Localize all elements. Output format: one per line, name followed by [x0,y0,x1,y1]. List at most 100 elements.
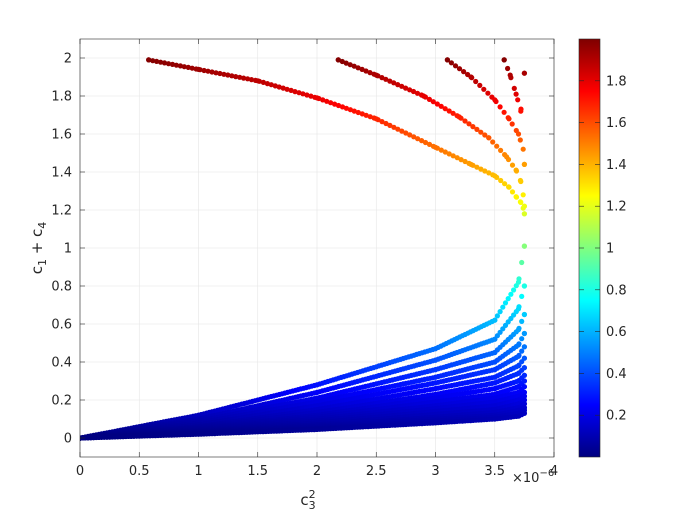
scatter-point [507,72,513,78]
scatter-point [403,130,409,136]
colorbar-tick-label: 1.6 [606,116,627,131]
scatter-point [410,88,417,95]
scatter-point [481,86,487,92]
scatter-point [414,90,421,96]
scatter-point [520,146,526,152]
scatter-point [241,75,247,81]
scatter-point [432,346,439,352]
scatter-point [482,132,488,138]
scatter-point [492,374,498,380]
scatter-point [280,85,286,91]
scatter-point [468,74,474,80]
scatter-point [502,181,508,187]
scatter-point [466,121,472,127]
scatter-point [399,128,405,134]
scatter-point [343,60,349,66]
scatter-point [521,330,528,337]
scatter-point [177,63,183,69]
scatter-point [492,317,498,323]
scatter-point [379,119,385,125]
scatter-point [383,76,389,82]
scatter-point [515,306,522,312]
x-axis-ticks: 0 0.5 1 1.5 2 2.5 3 3.5 4 [76,39,558,479]
scatter-point [419,138,425,144]
scatter-point [205,68,211,74]
x-tick-label: 1 [194,464,202,479]
scatter-point [158,59,164,65]
scatter-point [521,401,528,407]
colorbar-tick-label: 1.2 [606,200,627,215]
y-tick-label: 0.2 [51,394,72,409]
scatter-point [355,65,361,71]
scatter-points [80,57,528,441]
scatter-point [515,413,522,419]
scatter-point [229,73,235,79]
scatter-point [379,75,385,81]
scatter-point [519,359,525,365]
scatter-point [260,79,266,85]
scatter-point [363,112,369,118]
scatter-point [473,78,479,85]
scatter-point [486,170,492,176]
scatter-point [248,77,255,83]
scatter-point [432,420,439,426]
scatter-point [391,80,397,86]
scatter-point [521,70,528,76]
scatter-point [454,155,460,161]
scatter-point [373,116,379,122]
scatter-point [474,164,480,170]
scatter-point [296,90,302,96]
scatter-point [213,70,219,76]
scatter-point [521,355,528,361]
scatter-point [173,62,179,68]
x-tick-label: 0.5 [129,464,150,479]
scatter-point [339,104,346,110]
scatter-point [185,64,191,70]
scatter-point [513,167,519,173]
colorbar-tick-label: 1.4 [606,158,627,173]
scatter-point [521,161,528,167]
scatter-point [497,309,503,315]
scatter-point [387,78,393,84]
scatter-point [161,60,168,66]
scatter-point [314,426,320,432]
scatter-point [421,93,427,99]
scatter-point [169,61,176,67]
scatter-point [324,98,330,104]
scatter-point [515,342,522,348]
scatter-point [509,162,516,168]
colorbar-tick-label: 0.8 [606,283,627,298]
scatter-point [189,65,195,71]
scatter-point [494,143,500,149]
scatter-point [391,124,397,130]
scatter-point [511,85,517,91]
scatter-point [201,67,207,74]
scatter-point [407,87,413,93]
scatter-point [363,68,369,74]
scatter-point [209,69,215,75]
scatter-point [314,382,320,388]
y-tick-label: 0.8 [51,280,72,295]
scatter-point [492,173,498,179]
scatter-point [521,393,528,399]
scatter-point [438,147,444,153]
x-axis-exponent: ×10−6 [512,468,554,486]
scatter-point [509,121,515,127]
scatter-point [426,141,433,147]
y-tick-label: 1.4 [51,166,72,181]
scatter-point [494,313,500,319]
scatter-point [328,100,334,106]
scatter-point [432,357,439,363]
y-tick-label: 1.6 [51,128,72,143]
scatter-point [519,293,525,299]
scatter-point [519,336,525,342]
scatter-point [245,76,251,82]
scatter-point [515,279,522,285]
scatter-point [432,144,439,150]
scatter-point [517,137,523,143]
scatter-point [403,85,409,91]
y-tick-label: 1 [64,242,72,257]
scatter-point [505,296,511,302]
scatter-point [505,65,511,72]
